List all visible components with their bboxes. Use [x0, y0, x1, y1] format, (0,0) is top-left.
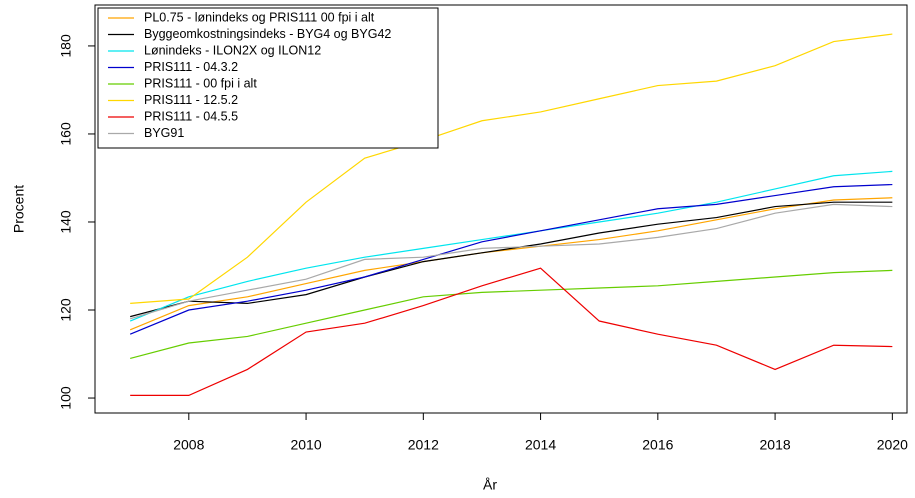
legend-label: Lønindeks - ILON2X og ILON12	[144, 43, 321, 57]
legend-label: PRIS111 - 00 fpi i alt	[144, 76, 257, 90]
x-tick-label: 2016	[642, 437, 673, 453]
legend-label: PRIS111 - 04.5.5	[144, 109, 238, 123]
legend-box	[97, 7, 439, 149]
legend-label: Byggeomkostningsindeks - BYG4 og BYG42	[144, 27, 391, 41]
legend-label: PRIS111 - 12.5.2	[144, 93, 238, 107]
x-tick-label: 2012	[408, 437, 439, 453]
y-tick-label: 140	[58, 210, 74, 234]
series-line	[130, 201, 893, 318]
y-tick-label: 160	[58, 122, 74, 146]
y-tick-label: 120	[58, 298, 74, 322]
x-tick-label: 2020	[877, 437, 908, 453]
series-line	[129, 170, 893, 322]
x-axis-label: År	[483, 477, 497, 493]
x-tick-label: 2018	[760, 437, 791, 453]
series-line	[130, 33, 893, 305]
x-tick-label: 2014	[525, 437, 556, 453]
series-line	[130, 203, 893, 320]
x-tick-label: 2008	[173, 437, 204, 453]
y-tick-label: 100	[58, 386, 74, 410]
legend-label: PL0.75 - lønindeks og PRIS111 00 fpi i a…	[144, 10, 375, 24]
series-line	[130, 269, 893, 360]
series-line	[130, 267, 893, 396]
series-line	[129, 183, 893, 335]
x-tick-label: 2010	[290, 437, 321, 453]
legend: PL0.75 - lønindeks og PRIS111 00 fpi i a…	[97, 7, 439, 149]
series-line	[129, 197, 893, 331]
y-axis-label: Procent	[11, 185, 27, 233]
plot-frame	[94, 4, 908, 414]
legend-label: PRIS111 - 04.3.2	[144, 60, 238, 74]
y-tick-label: 180	[58, 34, 74, 58]
legend-label: BYG91	[144, 126, 184, 140]
